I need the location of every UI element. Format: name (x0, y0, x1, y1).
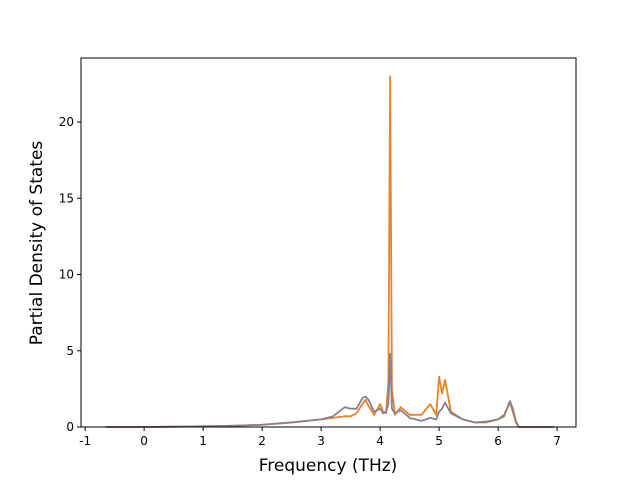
x-axis-label: Frequency (THz) (259, 456, 398, 476)
y-tick-label: 5 (66, 344, 74, 358)
series-line (105, 352, 555, 428)
y-tick-label: 20 (59, 115, 74, 129)
x-tick-label: 5 (435, 434, 443, 448)
series-line (105, 75, 555, 428)
y-tick-label: 10 (59, 268, 74, 282)
x-tick-label: 2 (258, 434, 266, 448)
x-tick-label: 7 (553, 434, 561, 448)
y-tick-label: 0 (66, 420, 74, 434)
plot-frame (80, 57, 577, 428)
x-tick-label: 0 (140, 434, 148, 448)
x-tick-label: -1 (79, 434, 91, 448)
y-axis-label: Partial Density of States (27, 141, 47, 346)
x-tick-label: 6 (494, 434, 502, 448)
x-tick-label: 1 (199, 434, 207, 448)
x-tick-label: 4 (376, 434, 384, 448)
x-tick-label: 3 (317, 434, 325, 448)
y-tick-label: 15 (59, 191, 74, 205)
